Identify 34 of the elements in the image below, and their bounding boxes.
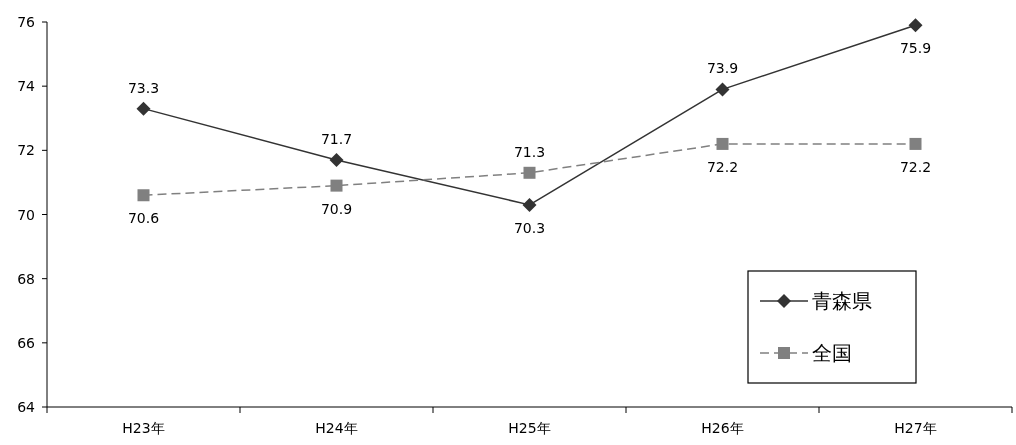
data-label: 72.2 bbox=[899, 158, 932, 175]
point bbox=[330, 179, 343, 192]
x-tick-label: H25年 bbox=[508, 420, 551, 436]
y-tick-label: 64 bbox=[17, 399, 36, 415]
data-label: 73.9 bbox=[706, 60, 739, 77]
point bbox=[329, 152, 344, 167]
data-label: 70.9 bbox=[320, 200, 353, 217]
data-label: 75.9 bbox=[899, 40, 932, 57]
y-tick-label: 66 bbox=[17, 334, 36, 351]
y-tick-label: 76 bbox=[17, 14, 36, 30]
point bbox=[716, 137, 729, 150]
point bbox=[908, 18, 923, 33]
y-tick-label: 74 bbox=[17, 78, 36, 95]
y-tick-label: 70 bbox=[17, 206, 35, 223]
y-tick-label: 72 bbox=[17, 142, 35, 159]
point bbox=[715, 82, 730, 97]
x-tick-label: H26年 bbox=[701, 420, 744, 436]
data-label: 73.3 bbox=[127, 79, 160, 96]
point bbox=[523, 166, 536, 179]
point bbox=[909, 137, 922, 150]
data-label: 71.3 bbox=[513, 143, 546, 160]
y-tick-label: 68 bbox=[17, 270, 35, 287]
legend-label: 青森県 bbox=[812, 289, 872, 313]
x-tick-label: H24年 bbox=[315, 420, 358, 436]
point bbox=[136, 101, 151, 116]
legend-label: 全国 bbox=[812, 341, 852, 365]
data-label: 70.3 bbox=[513, 219, 546, 236]
data-label: 71.7 bbox=[320, 130, 353, 147]
point bbox=[522, 197, 537, 212]
x-tick-label: H23年 bbox=[122, 420, 165, 436]
data-label: 72.2 bbox=[706, 158, 739, 175]
point bbox=[137, 189, 150, 202]
data-label: 70.6 bbox=[127, 210, 160, 227]
x-tick-label: H27年 bbox=[894, 420, 937, 436]
